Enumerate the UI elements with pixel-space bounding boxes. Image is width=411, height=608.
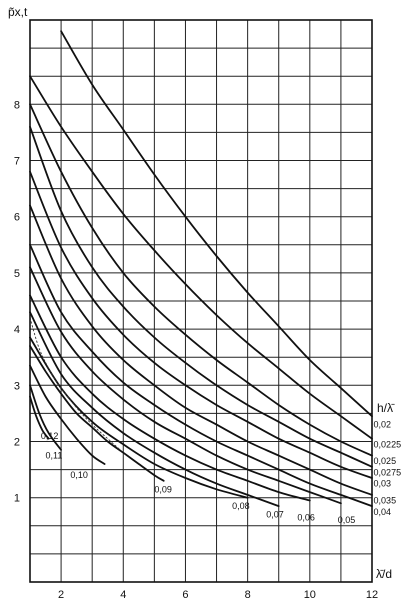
curve-label: 0,08	[232, 501, 250, 511]
curve-label: 0,035	[374, 496, 397, 506]
curve-label: 0,10	[70, 470, 88, 480]
x-axis-title: λ̄/d	[376, 567, 392, 581]
plot-frame	[29, 19, 373, 583]
grid	[30, 20, 372, 582]
curve-label: 0,05	[338, 515, 356, 525]
x-tick-label: 12	[366, 589, 378, 601]
x-tick-label: 8	[245, 589, 251, 601]
curve-label: 0,04	[374, 507, 392, 517]
y-tick-label: 4	[14, 324, 20, 336]
curve-label: 0,02	[374, 420, 392, 430]
series-curve	[29, 266, 342, 505]
y-tick-label: 7	[14, 156, 20, 168]
series-curve	[29, 336, 249, 499]
x-tick-label: 2	[58, 589, 64, 601]
series-curve	[29, 384, 62, 451]
series-curve	[29, 345, 165, 482]
curve-label: 0,025	[374, 456, 397, 466]
curve-label: 0,11	[46, 451, 63, 461]
y-tick-label: 1	[14, 493, 20, 505]
curve-label: 0,0225	[374, 439, 402, 449]
x-tick-label: 10	[304, 589, 316, 601]
y-tick-label: 2	[14, 437, 20, 449]
series-curve	[29, 103, 373, 457]
y-tick-label: 6	[14, 212, 20, 224]
curve-label: 0,06	[297, 512, 315, 522]
curve-label: 0,12	[41, 431, 59, 441]
curve-label: 0,03	[374, 479, 392, 489]
x-tick-label: 6	[182, 589, 188, 601]
series-curve	[29, 395, 50, 440]
series-curve	[29, 125, 373, 468]
series-curve	[29, 311, 280, 507]
y-tick-label: 3	[14, 380, 20, 392]
series-curve	[29, 294, 311, 502]
series-curve	[29, 170, 373, 479]
curves	[29, 30, 373, 507]
curve-label: 0,07	[266, 510, 284, 520]
legend-title: h/λ̄	[377, 401, 395, 415]
series-curve	[29, 364, 106, 465]
series-curve	[29, 204, 373, 496]
series-curve	[29, 243, 373, 507]
y-tick-label: 5	[14, 268, 20, 280]
dotted-boundary-curve	[29, 317, 121, 451]
curve-label: 0,09	[154, 484, 172, 494]
series-curve	[60, 30, 373, 418]
y-tick-label: 8	[14, 99, 20, 111]
x-tick-label: 4	[120, 589, 126, 601]
y-axis-title: p̃x,t	[8, 5, 28, 19]
curve-label: 0,0275	[374, 467, 402, 477]
series-curve	[29, 75, 373, 440]
